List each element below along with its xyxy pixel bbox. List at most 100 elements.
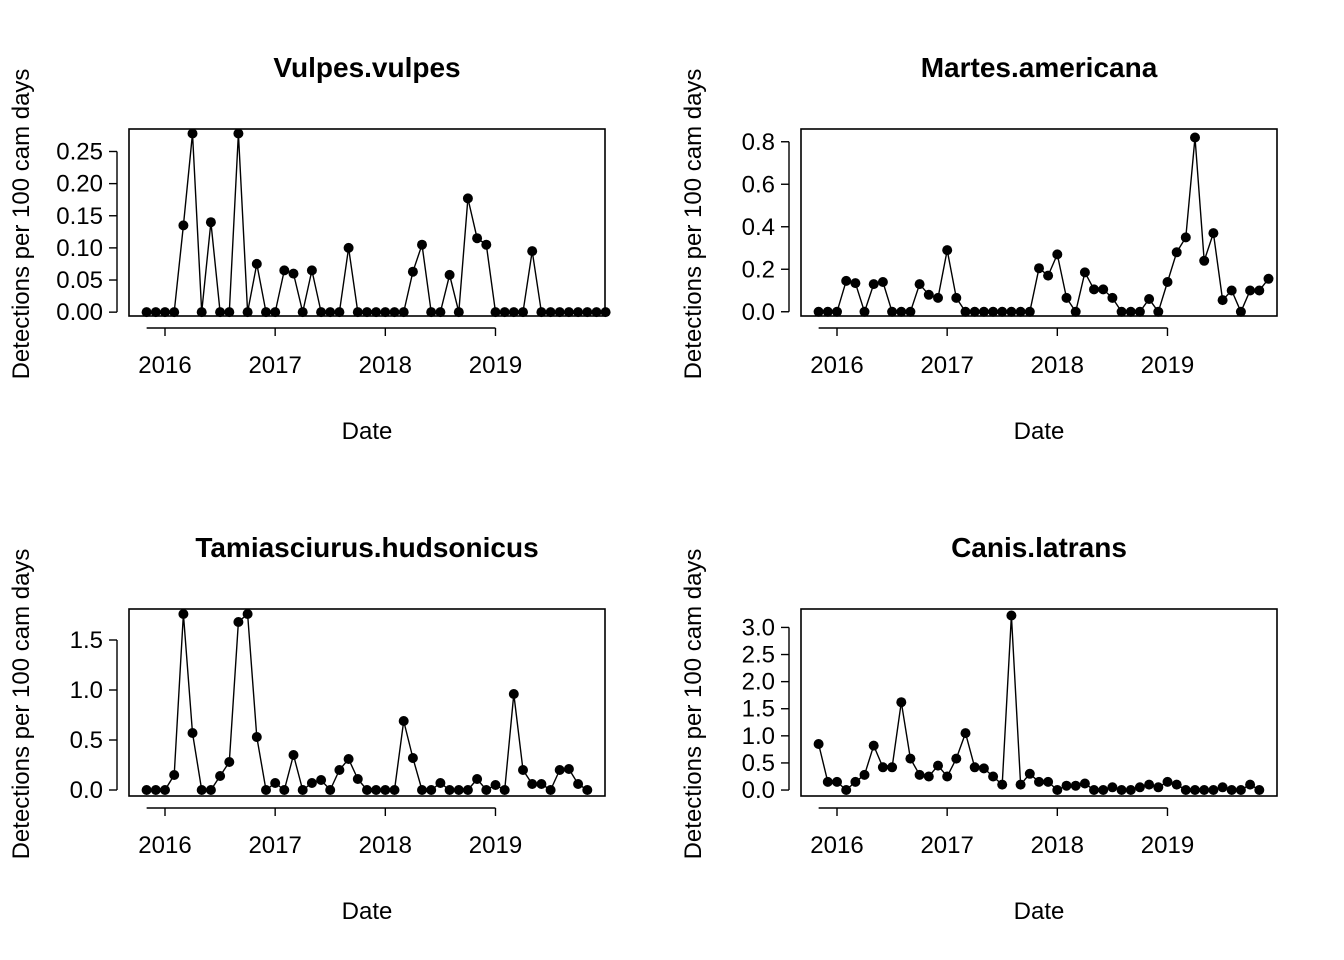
data-point xyxy=(297,307,308,318)
data-point xyxy=(279,785,290,795)
data-point xyxy=(224,307,235,318)
chart-title: Vulpes.vulpes xyxy=(273,52,460,83)
data-point xyxy=(325,307,336,318)
data-point xyxy=(1171,247,1182,258)
data-point xyxy=(481,239,492,250)
x-tick-label: 2018 xyxy=(359,832,412,859)
data-point xyxy=(923,771,934,782)
y-tick-label: 1.0 xyxy=(742,723,775,750)
x-axis-label: Date xyxy=(1014,898,1065,925)
data-point xyxy=(1070,780,1081,791)
y-tick-label: 0.5 xyxy=(742,750,775,777)
data-point xyxy=(896,697,907,708)
data-point xyxy=(242,609,253,619)
data-point xyxy=(573,779,584,789)
data-point xyxy=(1015,779,1026,790)
data-point xyxy=(978,306,989,317)
y-axis-label: Detections per 100 cam days xyxy=(8,549,35,860)
data-point xyxy=(508,307,519,318)
data-point xyxy=(1006,306,1017,317)
y-tick-label: 0.8 xyxy=(742,129,775,156)
data-point xyxy=(1006,610,1017,621)
data-point xyxy=(407,753,418,763)
data-point xyxy=(1034,776,1044,787)
data-point xyxy=(1116,306,1127,317)
data-point xyxy=(261,307,271,318)
data-point xyxy=(472,233,483,244)
data-point xyxy=(261,785,271,795)
data-point xyxy=(1134,306,1145,317)
data-point xyxy=(141,307,152,318)
x-tick-label: 2019 xyxy=(1141,352,1194,379)
data-point xyxy=(352,307,363,318)
y-tick-label: 0.05 xyxy=(56,267,103,294)
data-point xyxy=(563,764,574,774)
data-point xyxy=(822,306,833,317)
x-tick-label: 2016 xyxy=(138,832,191,859)
data-point xyxy=(215,771,226,781)
x-tick-label: 2019 xyxy=(1141,832,1194,859)
chart-panel-canis-latrans: Canis.latrans Date Detections per 100 ca… xyxy=(680,532,1278,925)
data-point xyxy=(178,609,189,619)
y-tick-label: 0.4 xyxy=(742,214,775,241)
y-tick-label: 1.5 xyxy=(742,696,775,723)
data-point xyxy=(343,242,354,253)
data-point xyxy=(832,776,842,787)
data-point xyxy=(896,306,907,317)
data-point xyxy=(545,785,556,795)
x-tick-label: 2016 xyxy=(138,352,191,379)
data-point xyxy=(1043,776,1054,787)
data-point xyxy=(1254,785,1265,795)
data-point xyxy=(343,754,354,764)
data-point xyxy=(205,217,216,228)
data-point xyxy=(196,785,207,795)
data-point xyxy=(536,307,547,318)
y-tick-label: 1.5 xyxy=(70,627,103,654)
x-tick-label: 2019 xyxy=(469,832,522,859)
data-point xyxy=(334,765,345,775)
data-point xyxy=(490,307,501,318)
x-axis-label: Date xyxy=(1014,418,1065,445)
data-point xyxy=(923,289,934,300)
data-point xyxy=(573,307,584,318)
data-point xyxy=(398,716,409,726)
data-point xyxy=(1107,782,1118,793)
plot-frame xyxy=(800,608,1278,797)
chart-title: Tamiasciurus.hudsonicus xyxy=(195,532,538,563)
data-point xyxy=(196,307,207,318)
data-point xyxy=(1226,785,1237,795)
data-point xyxy=(518,765,528,775)
data-point xyxy=(978,763,989,774)
data-point xyxy=(233,128,244,139)
y-tick-label: 0.10 xyxy=(56,235,103,262)
data-point xyxy=(233,617,244,627)
data-point xyxy=(1190,785,1200,795)
data-point xyxy=(1144,294,1155,304)
data-point xyxy=(859,769,870,780)
data-point xyxy=(942,771,953,782)
data-point xyxy=(877,762,888,773)
x-tick-label: 2018 xyxy=(1031,832,1084,859)
data-point xyxy=(813,739,824,749)
data-point xyxy=(997,306,1008,317)
data-point xyxy=(1061,292,1072,303)
data-point xyxy=(150,785,161,795)
data-point xyxy=(1208,228,1219,239)
data-point xyxy=(389,307,400,318)
chart-panel-tamiasciurus-hudsonicus: Tamiasciurus.hudsonicus Date Detections … xyxy=(8,532,606,925)
data-point xyxy=(352,774,363,784)
data-point xyxy=(1235,785,1246,795)
data-point xyxy=(462,785,473,795)
data-point xyxy=(1079,778,1090,789)
data-point xyxy=(951,292,962,303)
data-point xyxy=(490,780,501,790)
data-point xyxy=(316,775,327,785)
y-tick-label: 0.15 xyxy=(56,203,103,230)
series-line xyxy=(146,612,588,792)
data-point xyxy=(914,279,925,290)
data-point xyxy=(1043,270,1054,281)
data-point xyxy=(1162,776,1173,787)
data-point xyxy=(407,266,418,277)
data-point xyxy=(1199,785,1210,795)
